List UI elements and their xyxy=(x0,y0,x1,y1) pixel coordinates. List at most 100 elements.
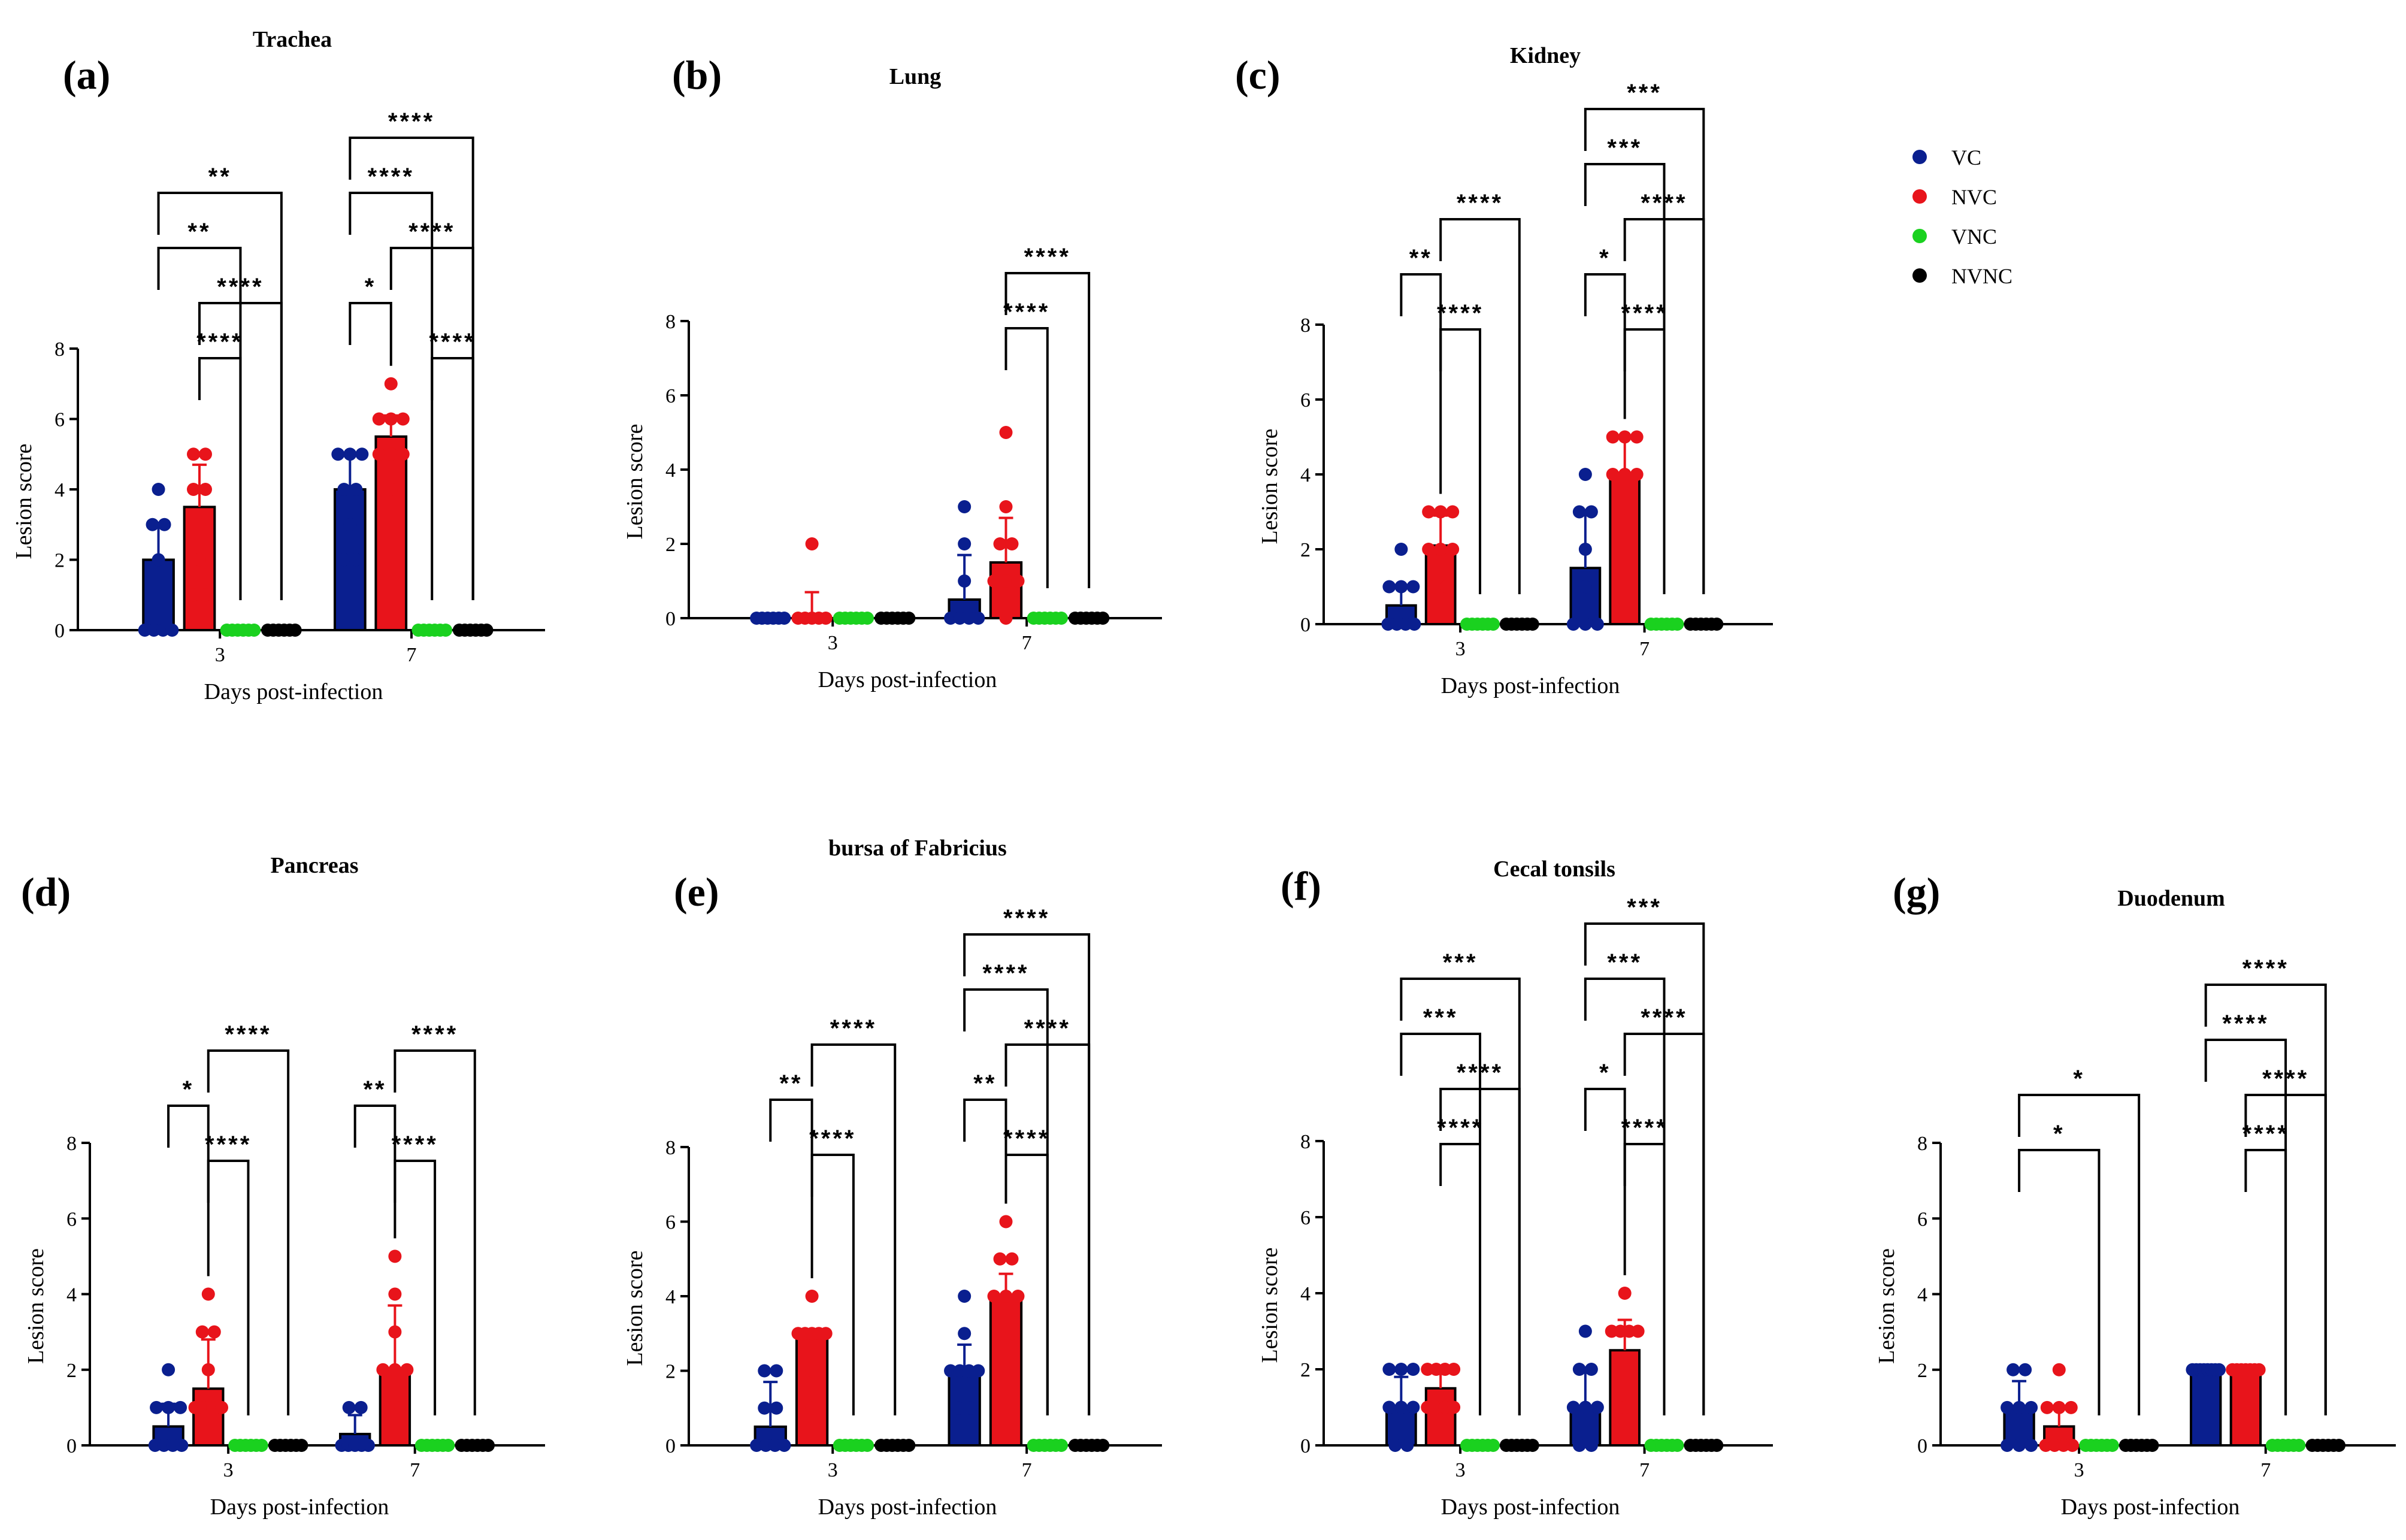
significance-label: **** xyxy=(1003,299,1050,325)
data-point-nvc xyxy=(987,574,1001,588)
data-point-nvc xyxy=(195,1325,209,1339)
significance-label: **** xyxy=(2242,1121,2289,1147)
data-point-vc xyxy=(1408,618,1421,631)
data-point-vc xyxy=(337,483,351,496)
data-point-nvc xyxy=(987,1290,1001,1303)
data-point-nvc xyxy=(372,412,386,426)
y-tick-label: 6 xyxy=(665,385,676,407)
y-axis-title: Lesion score xyxy=(1874,1248,1899,1364)
significance-label: **** xyxy=(1621,1115,1667,1141)
legend-label-vc: VC xyxy=(1951,146,1981,170)
y-tick-label: 4 xyxy=(665,459,676,482)
data-point-nvc xyxy=(384,377,398,391)
panel-title: Duodenum xyxy=(2117,886,2225,911)
data-point-nvc xyxy=(1618,1287,1632,1300)
legend-item-vc: VC xyxy=(1912,146,1981,170)
significance-label: **** xyxy=(2222,1010,2269,1037)
data-point-nvc xyxy=(993,537,1007,550)
data-point-nvc xyxy=(1011,574,1025,588)
significance-bracket xyxy=(963,988,1049,1415)
data-point-vc xyxy=(354,1400,368,1414)
x-tick-label: 3 xyxy=(223,1459,234,1481)
data-point-nvc xyxy=(394,1400,408,1414)
significance-label: **** xyxy=(392,1131,438,1158)
data-point-nvc xyxy=(192,518,206,531)
data-point-nvc xyxy=(2239,1400,2253,1414)
significance-label: **** xyxy=(205,1131,252,1158)
data-point-nvc xyxy=(993,1252,1007,1266)
y-tick-label: 4 xyxy=(66,1284,77,1306)
significance-bracket xyxy=(1584,273,1626,419)
data-point-nvc xyxy=(805,1364,819,1378)
x-axis-title: Days post-infection xyxy=(818,667,997,692)
y-tick-label: 0 xyxy=(1917,1435,1927,1457)
data-point-nvc xyxy=(1612,505,1626,519)
y-tick-label: 2 xyxy=(1300,539,1311,561)
data-point-nvnc xyxy=(295,1439,308,1452)
significance-bracket xyxy=(157,247,242,600)
significance-bracket xyxy=(1400,978,1521,1415)
data-point-vc xyxy=(958,537,972,550)
data-point-vc xyxy=(337,553,351,567)
chart-panel-lung: (b) Lung 0 2 4 6 8 Lesion score 3 7 Days post-infe… xyxy=(622,52,1162,692)
data-point-vc xyxy=(958,500,972,513)
data-point-vc xyxy=(342,1400,356,1414)
x-axis-title: Days post-infection xyxy=(1441,1494,1620,1520)
y-tick-label: 4 xyxy=(665,1286,676,1308)
data-point-vc xyxy=(158,518,171,531)
data-point-nvc xyxy=(1612,1363,1626,1376)
data-point-nvc xyxy=(2052,1363,2066,1376)
data-point-nvc xyxy=(1005,1327,1019,1341)
significance-bracket xyxy=(1584,108,1705,594)
data-point-vc xyxy=(1400,1439,1414,1452)
y-tick-label: 4 xyxy=(1300,464,1311,486)
data-point-nvc xyxy=(201,1287,215,1301)
significance-bracket xyxy=(349,137,474,600)
y-tick-label: 4 xyxy=(55,479,65,501)
significance-label: **** xyxy=(1621,300,1667,326)
panel-title: Kidney xyxy=(1510,43,1581,68)
data-point-vc xyxy=(952,1401,966,1415)
y-tick-label: 0 xyxy=(55,620,65,642)
significance-label: **** xyxy=(2242,955,2289,982)
data-point-vc xyxy=(147,624,161,637)
panel-letter: (c) xyxy=(1235,52,1280,98)
significance-bracket xyxy=(431,357,474,600)
y-tick-label: 8 xyxy=(55,338,65,361)
panel-letter: (b) xyxy=(672,52,722,98)
significance-bracket xyxy=(1400,1033,1481,1415)
data-point-vc xyxy=(1590,618,1604,631)
data-point-vc xyxy=(758,1364,771,1378)
data-point-vnc xyxy=(1486,1439,1500,1452)
legend-label-vnc: VNC xyxy=(1951,225,1997,249)
data-point-nvc xyxy=(805,1290,819,1303)
chart-panel-bursa-of-fabricius: (e) bursa of Fabricius 0 2 4 6 8 Lesion score 3 7… xyxy=(622,836,1162,1520)
y-tick-label: 4 xyxy=(1917,1284,1927,1306)
y-tick-label: 2 xyxy=(1300,1359,1311,1381)
data-point-nvc xyxy=(400,1363,414,1376)
data-point-nvc xyxy=(388,1249,402,1263)
significance-bracket xyxy=(1400,273,1442,494)
y-tick-label: 0 xyxy=(1300,614,1311,636)
data-point-vc xyxy=(1406,1400,1420,1414)
data-point-nvc xyxy=(1624,1363,1638,1376)
data-point-nvc xyxy=(1422,543,1436,556)
significance-label: **** xyxy=(1457,190,1503,216)
y-tick-label: 2 xyxy=(55,550,65,572)
data-point-nvc xyxy=(384,447,398,461)
significance-label: *** xyxy=(1627,80,1662,106)
y-axis-title: Lesion score xyxy=(1257,428,1282,544)
data-point-vnc xyxy=(1670,618,1684,631)
legend-label-nvc: NVC xyxy=(1951,185,1997,209)
data-point-vc xyxy=(777,1439,791,1452)
significance-label: **** xyxy=(830,1015,877,1042)
panel-letter: (e) xyxy=(674,869,719,915)
data-point-nvc xyxy=(388,1325,402,1339)
x-tick-label: 3 xyxy=(2074,1459,2084,1481)
significance-bracket xyxy=(157,192,283,600)
y-tick-label: 0 xyxy=(1300,1435,1311,1457)
data-point-nvnc xyxy=(1526,618,1539,631)
data-point-nvc xyxy=(1005,1252,1019,1266)
data-point-nvc xyxy=(819,1327,833,1341)
data-point-vc xyxy=(770,1401,783,1415)
